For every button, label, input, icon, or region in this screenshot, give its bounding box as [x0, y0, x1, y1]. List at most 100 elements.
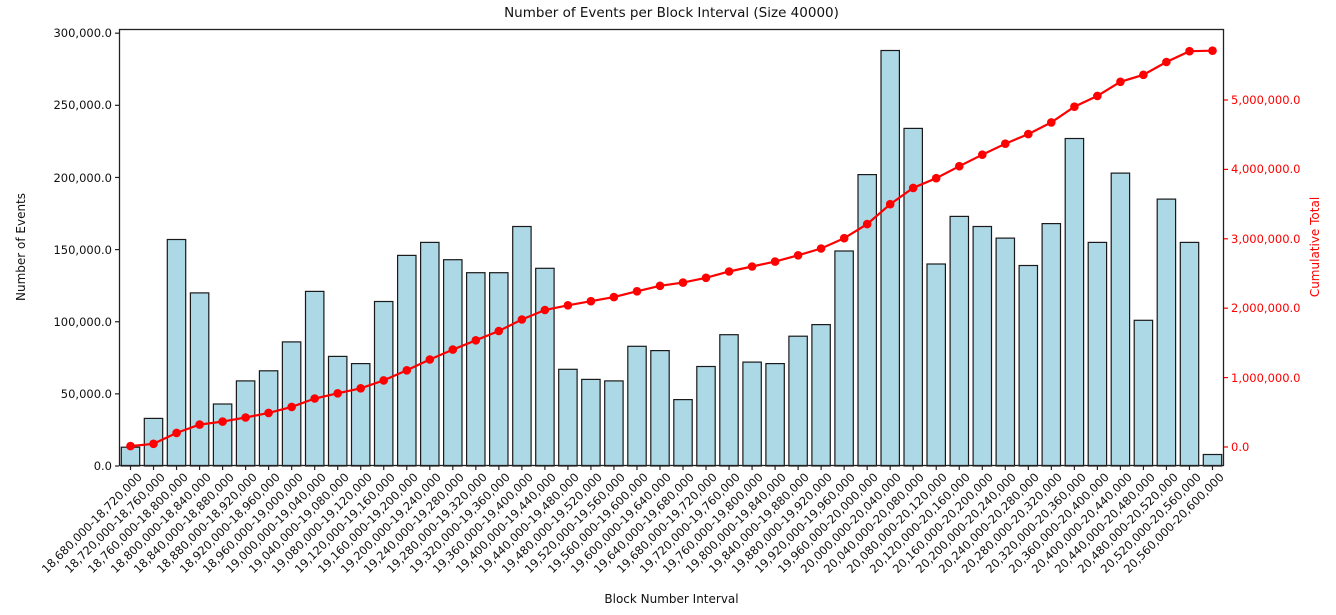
cumulative-point — [609, 292, 619, 302]
cumulative-point — [149, 439, 158, 449]
cumulative-point — [1185, 46, 1194, 56]
cumulative-point — [908, 183, 918, 193]
bar — [304, 290, 325, 467]
y-left-tick-label: 200,000.0 — [53, 170, 112, 185]
cumulative-point — [287, 402, 297, 412]
cumulative-point — [471, 336, 481, 345]
bar — [535, 267, 555, 467]
bar — [258, 370, 279, 467]
x-axis-label: Block Number Interval — [604, 592, 739, 606]
bar — [558, 368, 578, 467]
cumulative-point — [425, 355, 435, 364]
bar — [673, 399, 693, 467]
bar — [466, 272, 486, 467]
cumulative-point — [517, 315, 527, 324]
cumulative-point — [218, 417, 227, 426]
y-axis-label-right: Cumulative Total — [1308, 196, 1322, 298]
cumulative-point — [310, 394, 320, 403]
bar — [1041, 223, 1062, 467]
cumulative-point — [1047, 118, 1056, 127]
cumulative-point — [1162, 57, 1171, 67]
cumulative-point — [448, 345, 458, 354]
bar — [650, 350, 670, 467]
cumulative-point — [724, 267, 734, 276]
bar — [189, 292, 210, 467]
y-left-tick-label: 50,000.0 — [60, 386, 112, 401]
bar — [443, 259, 463, 467]
bar — [788, 335, 808, 467]
y-left-tick-label: 250,000.0 — [53, 98, 112, 113]
cumulative-point — [356, 384, 366, 393]
cumulative-point — [563, 301, 573, 310]
bar — [1087, 241, 1108, 467]
bar — [903, 127, 923, 467]
y-left-tick-label: 0.0 — [93, 459, 112, 473]
cumulative-point — [1070, 102, 1079, 111]
bar — [1064, 137, 1085, 467]
cumulative-point — [1001, 139, 1010, 148]
bar — [1133, 319, 1154, 467]
bar — [696, 365, 716, 467]
cumulative-point — [885, 199, 895, 209]
cumulative-point — [1208, 46, 1217, 55]
cumulative-point — [931, 173, 941, 183]
cumulative-point — [586, 296, 596, 306]
cumulative-point — [632, 287, 642, 296]
bar — [949, 215, 970, 467]
cumulative-point — [172, 428, 181, 438]
bar — [880, 49, 900, 467]
cumulative-point — [241, 413, 250, 422]
bar — [512, 225, 532, 467]
bar — [1179, 241, 1200, 467]
cumulative-point — [955, 161, 964, 171]
y-right-tick-label: 2,000,000.0 — [1231, 301, 1301, 316]
bar — [212, 403, 233, 467]
bar — [350, 363, 371, 467]
cumulative-point — [1024, 129, 1033, 139]
cumulative-point — [816, 244, 826, 253]
cumulative-point — [494, 326, 504, 336]
bar — [742, 361, 762, 467]
bar — [1110, 172, 1131, 467]
cumulative-point — [793, 251, 803, 260]
bar — [604, 380, 624, 467]
cumulative-point — [379, 376, 389, 385]
bar — [397, 254, 417, 467]
cumulative-point — [747, 262, 757, 271]
cumulative-point — [195, 420, 204, 429]
y-right-tick-label: 3,000,000.0 — [1231, 231, 1301, 246]
bar — [1156, 198, 1177, 467]
cumulative-point — [839, 233, 849, 243]
y-right-tick-label: 0.0 — [1231, 440, 1250, 454]
bar — [327, 355, 348, 467]
cumulative-point — [402, 366, 412, 375]
plot-border — [118, 28, 1225, 467]
y-left-tick-label: 150,000.0 — [53, 242, 112, 257]
bar — [811, 324, 831, 467]
y-right-tick-label: 1,000,000.0 — [1231, 370, 1301, 385]
y-left-tick-label: 300,000.0 — [53, 26, 112, 41]
bar — [627, 345, 647, 467]
cumulative-point — [1093, 91, 1102, 101]
cumulative-point — [333, 389, 343, 398]
cumulative-point — [678, 278, 688, 287]
cumulative-point — [862, 219, 872, 229]
bar — [972, 225, 993, 467]
y-axis-label-left: Number of Events — [14, 192, 28, 302]
cumulative-point — [126, 441, 135, 451]
bar — [235, 380, 256, 467]
cumulative-point — [1116, 77, 1125, 87]
cumulative-point — [770, 257, 780, 266]
y-right-tick-label: 5,000,000.0 — [1231, 93, 1301, 107]
cumulative-point — [264, 408, 273, 418]
bar — [765, 363, 785, 467]
bar — [995, 237, 1016, 467]
cumulative-point — [655, 281, 665, 291]
cumulative-point — [701, 273, 711, 283]
bar — [420, 241, 440, 467]
y-right-tick-label: 4,000,000.0 — [1231, 162, 1301, 177]
bar — [1018, 264, 1039, 467]
bar — [834, 250, 854, 467]
